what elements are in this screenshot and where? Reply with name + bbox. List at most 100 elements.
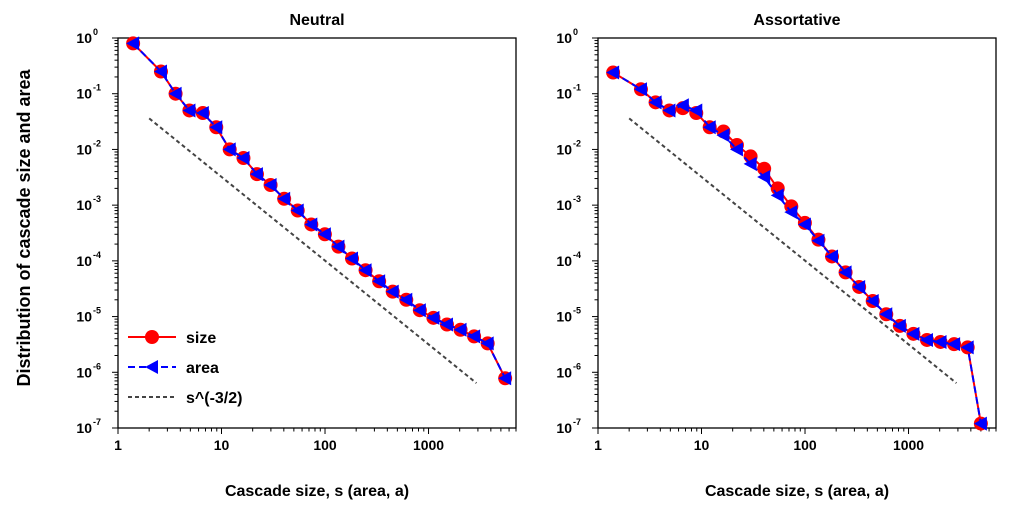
area-point	[743, 156, 757, 171]
y-tick-exponent: -6	[93, 361, 101, 371]
y-tick-label: 10	[76, 30, 92, 46]
y-tick-label: 10	[556, 364, 572, 380]
chart-title-neutral: Neutral	[289, 12, 344, 29]
y-tick-label: 10	[76, 253, 92, 269]
y-tick-exponent: -2	[573, 138, 581, 148]
x-tick-label: 100	[793, 437, 817, 453]
area-point	[236, 151, 250, 166]
area-point	[480, 336, 494, 351]
area-point	[331, 239, 345, 254]
legend-label-area: area	[186, 360, 219, 377]
y-tick-exponent: -7	[93, 417, 101, 427]
x-tick-label: 10	[694, 437, 710, 453]
area-point	[906, 326, 920, 341]
x-tick-label: 10	[214, 437, 230, 453]
area-point	[879, 307, 893, 322]
area-point	[973, 416, 987, 431]
area-point	[716, 128, 730, 143]
x-tick-label: 1000	[413, 437, 444, 453]
area-point	[865, 294, 879, 309]
y-tick-exponent: -3	[573, 194, 581, 204]
area-point	[385, 284, 399, 299]
legend-marker-size	[145, 330, 159, 344]
panel-assortative: Assortative Cascade size, s (area, a) 1 10 1…	[556, 12, 997, 500]
x-tick-label: 1000	[893, 437, 924, 453]
y-tick-label: 10	[556, 197, 572, 213]
area-point	[770, 188, 784, 203]
area-point	[892, 318, 906, 333]
area-point	[453, 322, 467, 337]
area-point	[838, 265, 852, 280]
y-tick-exponent: -4	[573, 250, 581, 260]
area-point	[372, 274, 386, 289]
legend: size area s^(-3/2)	[128, 330, 242, 407]
y-tick-label: 10	[556, 141, 572, 157]
area-point	[702, 120, 716, 135]
x-axis-label-neutral: Cascade size, s (area, a)	[225, 483, 409, 500]
y-tick-label: 10	[76, 420, 92, 436]
area-point	[439, 317, 453, 332]
area-point	[126, 36, 140, 51]
legend-label-size: size	[186, 330, 216, 347]
y-tick-exponent: -2	[93, 138, 101, 148]
y-tick-label: 10	[76, 364, 92, 380]
area-point	[412, 303, 426, 318]
y-tick-label: 10	[556, 253, 572, 269]
area-point	[277, 191, 291, 206]
y-tick-exponent: -6	[573, 361, 581, 371]
area-point	[852, 279, 866, 294]
area-point	[304, 217, 318, 232]
plot-frame-assortative	[597, 37, 997, 429]
area-point	[960, 340, 974, 355]
series-line-size	[612, 71, 982, 424]
area-point	[182, 103, 196, 118]
area-point	[633, 82, 647, 97]
y-tick-label: 10	[556, 420, 572, 436]
area-point	[729, 142, 743, 157]
y-tick-label: 10	[76, 141, 92, 157]
legend-label-power: s^(-3/2)	[186, 390, 242, 407]
area-point	[399, 292, 413, 307]
area-point	[675, 98, 689, 113]
area-point	[209, 120, 223, 135]
area-point	[317, 227, 331, 242]
area-point	[689, 103, 703, 118]
area-point	[757, 169, 771, 184]
y-axis-label: Distribution of cascade size and area	[14, 68, 34, 386]
series-line-area	[612, 71, 982, 424]
y-tick-exponent: 0	[573, 27, 578, 37]
area-point	[784, 205, 798, 220]
y-tick-exponent: -5	[93, 306, 101, 316]
area-point	[222, 142, 236, 157]
area-point	[290, 203, 304, 218]
area-point	[426, 310, 440, 325]
x-tick-label: 1	[114, 437, 122, 453]
y-tick-exponent: -7	[573, 417, 581, 427]
y-tick-label: 10	[76, 86, 92, 102]
area-point	[263, 177, 277, 192]
y-tick-exponent: -4	[93, 250, 101, 260]
plot-frame-neutral	[117, 37, 517, 429]
x-tick-label: 100	[313, 437, 337, 453]
area-point	[947, 337, 961, 352]
area-point	[933, 334, 947, 349]
y-tick-exponent: -5	[573, 306, 581, 316]
x-tick-label: 1	[594, 437, 602, 453]
area-point	[358, 263, 372, 278]
area-point	[606, 65, 620, 80]
y-tick-exponent: -1	[573, 83, 581, 93]
area-point	[195, 106, 209, 121]
y-tick-label: 10	[556, 86, 572, 102]
y-tick-label: 10	[76, 197, 92, 213]
area-point	[498, 371, 512, 386]
y-tick-label: 10	[556, 30, 572, 46]
series-line-s	[148, 117, 478, 384]
y-tick-exponent: 0	[93, 27, 98, 37]
area-point	[249, 167, 263, 182]
y-tick-exponent: -1	[93, 83, 101, 93]
legend-marker-area	[145, 360, 158, 374]
area-point	[345, 251, 359, 266]
area-point	[797, 217, 811, 232]
